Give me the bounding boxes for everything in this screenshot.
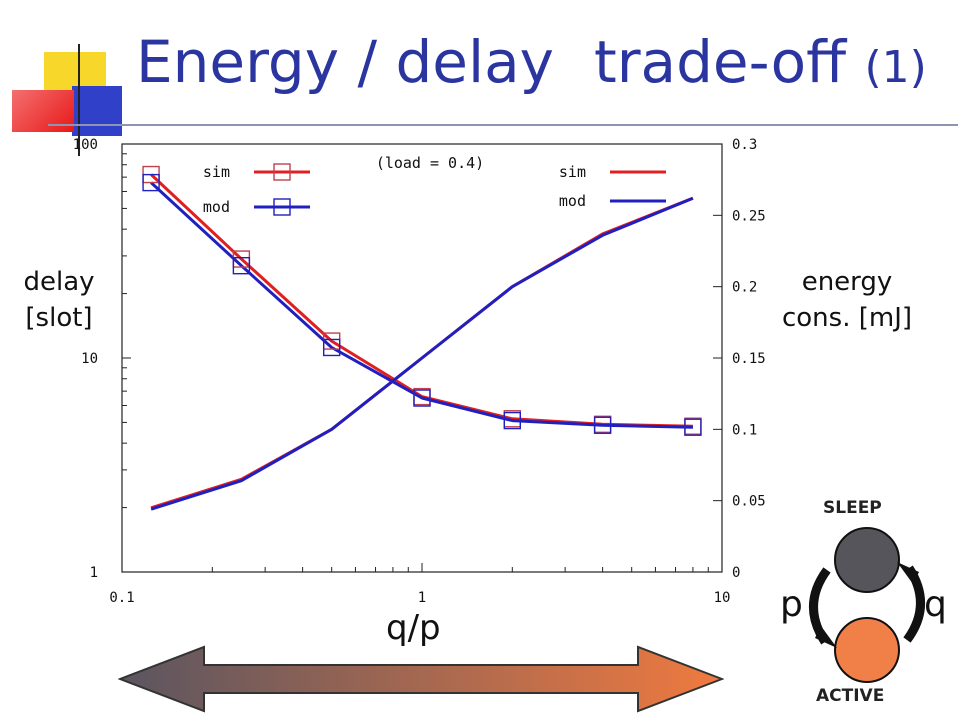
- chart-axes: 0.1 1 10 1 10 100 0 0.05 0.1 0.15 0.2 0.25 0.3 (load …: [73, 137, 766, 606]
- title-part-2: trade-off: [593, 28, 847, 96]
- title-part-3: (1): [864, 42, 927, 93]
- series-line-energy-sim: [150, 196, 694, 510]
- data-marker-delay-mod: [142, 173, 160, 192]
- transition-q-arrowhead: [897, 562, 919, 584]
- legend-left-sim-marker: [273, 163, 291, 181]
- transition-p-label: p: [780, 584, 803, 625]
- x-tick-label: 0.1: [109, 590, 134, 606]
- legend-left-mod-marker: [273, 198, 291, 216]
- legend-left-mod-label: mod: [203, 198, 230, 216]
- y-left-tick-label: 1: [90, 565, 98, 581]
- transition-q-label: q: [924, 584, 947, 625]
- y-right-tick-label: 0: [732, 565, 740, 581]
- sleep-state-circle: [834, 527, 900, 593]
- right-axis-title: energy cons. [mJ]: [781, 267, 913, 333]
- y-right-tick-label: 0.1: [732, 422, 757, 438]
- legend-right-mod-label: mod: [559, 192, 586, 210]
- y-right-tick-label: 0.2: [732, 280, 757, 296]
- sleep-state-label: SLEEP: [823, 498, 882, 518]
- series-line-delay-mod: [150, 181, 693, 429]
- legend-right-sim-label: sim: [559, 163, 586, 181]
- state-diagram: [809, 527, 925, 683]
- data-marker-delay-mod: [232, 256, 251, 275]
- decor-vertical-line: [78, 44, 80, 156]
- left-axis-title: delay [slot]: [23, 267, 95, 333]
- y-right-tick-label: 0.25: [732, 208, 766, 224]
- load-annotation: (load = 0.4): [376, 154, 484, 172]
- x-tick-label: 1: [418, 590, 426, 606]
- legend-left-sim-label: sim: [203, 163, 230, 181]
- chart-series: [150, 173, 694, 511]
- x-axis-title: q/p: [386, 608, 441, 648]
- data-marker-delay-mod: [593, 416, 612, 434]
- page-title: Energy / delay trade-off (1): [136, 28, 927, 96]
- data-marker-delay-mod: [322, 338, 341, 357]
- title-part-1: Energy / delay: [136, 28, 554, 96]
- x-tick-label: 10: [714, 590, 731, 606]
- active-state-label: ACTIVE: [816, 686, 885, 706]
- chart-markers: [142, 165, 702, 436]
- active-state-circle: [834, 617, 900, 683]
- chart-legend: sim mod sim mod: [203, 163, 666, 216]
- y-right-tick-label: 0.05: [732, 494, 766, 510]
- range-double-arrow: [118, 645, 724, 713]
- data-marker-delay-mod: [684, 418, 702, 436]
- y-right-tick-label: 0.15: [732, 351, 766, 367]
- decor-blue-block: [72, 86, 122, 136]
- transition-p-arrowhead: [815, 626, 837, 648]
- data-marker-delay-mod: [503, 411, 522, 430]
- y-left-tick-label: 100: [73, 137, 98, 153]
- data-marker-delay-mod: [413, 389, 431, 407]
- decor-horizontal-line: [48, 124, 958, 126]
- y-left-tick-label: 10: [81, 351, 98, 367]
- y-right-tick-label: 0.3: [732, 137, 757, 153]
- series-line-energy-mod: [150, 196, 694, 511]
